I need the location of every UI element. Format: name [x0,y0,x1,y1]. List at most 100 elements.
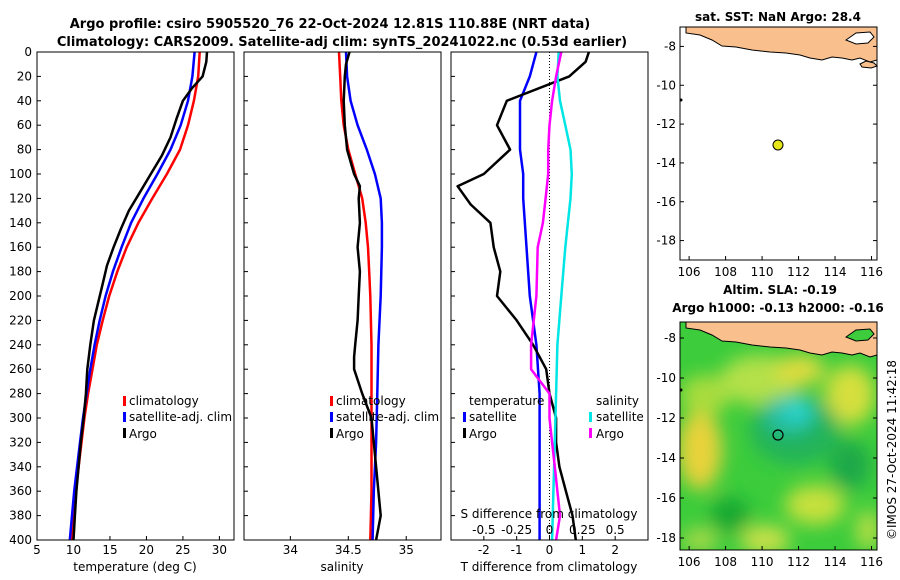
x-tick-label: 20 [139,543,154,557]
depth-tick-label: 0 [24,45,32,59]
legend-label-climatology: climatology [129,394,199,408]
title-line-1: Argo profile: csiro 5905520_76 22-Oct-20… [70,17,591,32]
lon-tick-label: 106 [678,555,701,569]
series-line-argo [72,52,209,540]
depth-tick-label: 80 [17,143,32,157]
legend-swatch-satellite [330,412,333,422]
x-tick-label: 30 [212,543,227,557]
legend-title-salinity: salinity [596,394,639,408]
island-outline [844,31,875,45]
legend-label-argo: Argo [336,427,364,441]
depth-tick-label: 160 [9,240,32,254]
difference-top-xlabel: S difference from climatology [461,507,638,521]
x-tick-label: 2 [611,543,619,557]
top-x-tick-label: 0.25 [569,523,596,537]
top-x-tick-label: -0.5 [472,523,495,537]
x-tick-label: 35 [399,543,414,557]
legend-label-s-argo: Argo [596,427,624,441]
difference-xlabel: T difference from climatology [460,560,638,574]
legend-label-s-satellite: satellite [596,410,644,424]
series-line-s-argo [529,52,563,540]
lon-tick-label: 108 [714,555,737,569]
x-tick-label: -2 [478,543,490,557]
legend-label-t-satellite: satellite [469,410,517,424]
sla-map-title-line-1: Altim. SLA: -0.19 [723,283,837,297]
depth-tick-label: 340 [9,460,32,474]
lon-tick-label: 116 [860,265,883,279]
lat-tick-label: -8 [664,39,676,53]
series-line-t-argo [456,52,591,540]
sst-map: sat. SST: NaN Argo: 28.4 -8 -10 -12 -14 -16 -… [656,10,883,279]
legend-swatch-t-satellite [463,412,466,422]
legend-swatch-argo [123,428,126,438]
depth-tick-label: 400 [9,533,32,547]
lon-tick-label: 106 [678,265,701,279]
x-tick-label: 34.5 [335,543,362,557]
lat-tick-label: -12 [656,411,676,425]
x-tick-label: 34 [283,543,298,557]
temperature-xlabel: temperature (deg C) [73,560,196,574]
depth-tick-label: 220 [9,313,32,327]
island-outline [844,328,875,342]
temperature-axes-frame [36,51,235,541]
salinity-legend: climatology satellite-adj. clim Argo [330,394,439,441]
depth-tick-label: 320 [9,435,32,449]
series-line-argo [342,52,382,540]
argo-location-marker [772,429,784,441]
x-tick-label: 10 [66,543,81,557]
sst-map-title: sat. SST: NaN Argo: 28.4 [695,10,861,24]
depth-tick-label: 100 [9,167,32,181]
legend-title-temperature: temperature [469,394,544,408]
sst-map-frame [679,26,878,261]
lon-tick-label: 114 [824,265,847,279]
difference-panel: -2 -1 0 1 2 T difference from climatology S … [450,51,649,574]
lat-tick-label: -18 [656,531,676,545]
legend-swatch-t-argo [463,428,466,438]
lat-tick-label: -16 [656,491,676,505]
legend-label-t-argo: Argo [469,427,497,441]
series-line-satellite-adj-clim [344,52,384,540]
legend-label-climatology: climatology [336,394,406,408]
x-tick-label: 5 [33,543,41,557]
lat-tick-label: -16 [656,195,676,209]
depth-tick-label: 260 [9,362,32,376]
depth-tick-label: 140 [9,216,32,230]
legend-label-satellite: satellite-adj. clim [129,410,232,424]
lon-tick-label: 108 [714,265,737,279]
lat-tick-label: -12 [656,117,676,131]
depth-tick-label: 20 [17,69,32,83]
difference-axes-frame [450,51,649,541]
legend-swatch-s-argo [589,428,592,438]
lat-tick-label: -10 [656,78,676,92]
lon-tick-label: 110 [751,555,774,569]
salinity-xlabel: salinity [320,560,363,574]
lon-tick-label: 112 [787,265,810,279]
x-tick-label: -1 [511,543,523,557]
top-x-tick-label: -0.25 [501,523,532,537]
lon-tick-label: 112 [787,555,810,569]
legend-label-argo: Argo [129,427,157,441]
series-line-s-satellite [550,52,574,540]
depth-tick-label: 240 [9,338,32,352]
temperature-panel: 5 10 15 20 25 30 temperature (deg C) climatol… [33,51,235,574]
temperature-legend: climatology satellite-adj. clim Argo [123,394,232,441]
lon-tick-label: 114 [824,555,847,569]
legend-label-satellite: satellite-adj. clim [336,410,439,424]
difference-legend: temperature satellite Argo salinity sate… [463,394,644,441]
depth-tick-label: 300 [9,411,32,425]
series-line-satellite-adj-clim [68,52,196,540]
lat-tick-label: -14 [656,156,676,170]
depth-tick-label: 60 [17,118,32,132]
sla-field [680,322,877,550]
depth-tick-label: 360 [9,484,32,498]
depth-tick-label: 120 [9,191,32,205]
x-tick-label: 0 [546,543,554,557]
depth-tick-label: 180 [9,265,32,279]
top-x-tick-label: 0 [546,523,554,537]
depth-tick-label: 280 [9,387,32,401]
lat-tick-label: -14 [656,451,676,465]
sla-map: Altim. SLA: -0.19 Argo h1000: -0.13 h200… [656,283,883,569]
lat-tick-label: -10 [656,371,676,385]
lat-tick-label: -18 [656,234,676,248]
depth-tick-label: 200 [9,289,32,303]
